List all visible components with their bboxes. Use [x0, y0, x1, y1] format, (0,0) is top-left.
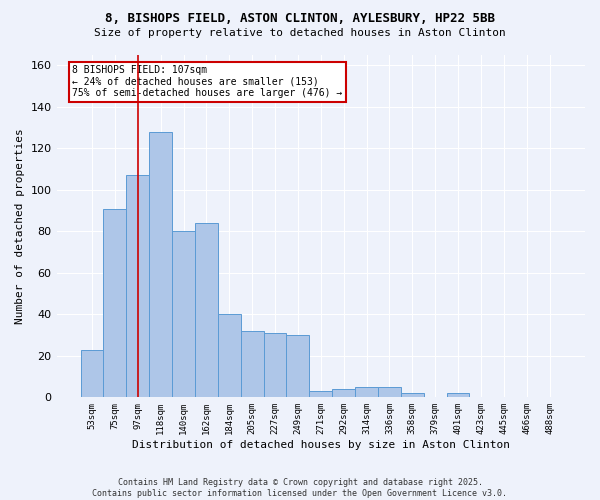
Bar — [401, 393, 424, 398]
Bar — [310, 391, 332, 398]
Bar — [355, 387, 378, 398]
Bar — [218, 314, 241, 398]
Bar — [263, 333, 286, 398]
Bar — [103, 208, 127, 398]
Text: Size of property relative to detached houses in Aston Clinton: Size of property relative to detached ho… — [94, 28, 506, 38]
Bar — [378, 387, 401, 398]
Bar — [446, 393, 469, 398]
Bar — [195, 223, 218, 398]
Bar — [332, 389, 355, 398]
Bar — [80, 350, 103, 398]
Bar — [127, 176, 149, 398]
Y-axis label: Number of detached properties: Number of detached properties — [15, 128, 25, 324]
Bar — [286, 335, 310, 398]
Bar — [172, 232, 195, 398]
Bar — [149, 132, 172, 398]
X-axis label: Distribution of detached houses by size in Aston Clinton: Distribution of detached houses by size … — [132, 440, 510, 450]
Text: 8 BISHOPS FIELD: 107sqm
← 24% of detached houses are smaller (153)
75% of semi-d: 8 BISHOPS FIELD: 107sqm ← 24% of detache… — [73, 66, 343, 98]
Text: 8, BISHOPS FIELD, ASTON CLINTON, AYLESBURY, HP22 5BB: 8, BISHOPS FIELD, ASTON CLINTON, AYLESBU… — [105, 12, 495, 26]
Bar — [241, 331, 263, 398]
Text: Contains HM Land Registry data © Crown copyright and database right 2025.
Contai: Contains HM Land Registry data © Crown c… — [92, 478, 508, 498]
